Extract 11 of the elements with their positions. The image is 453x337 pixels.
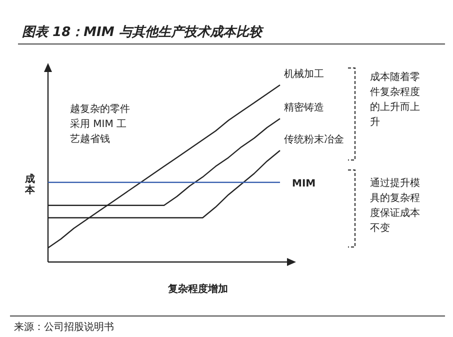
y-axis-title: 成本 xyxy=(24,173,36,196)
series-label: 机械加工 xyxy=(284,68,324,80)
x-axis-title: 复杂程度增加 xyxy=(167,283,228,295)
series-label: MIM xyxy=(292,178,316,190)
source-note: 来源：公司招股说明书 xyxy=(14,321,114,333)
annotation: 成本随着零件复杂程度的上升而上升 xyxy=(370,72,420,128)
chart-title: 图表 18：MIM 与其他生产技术成本比较 xyxy=(22,24,264,40)
annotation: 通过提升模具的复杂程度保证成本不变 xyxy=(370,178,420,234)
annotation: 越复杂的零件采用 MIM 工艺越省钱 xyxy=(70,104,130,145)
series-label: 精密铸造 xyxy=(284,102,324,114)
series-label: 传统粉末冶金 xyxy=(284,133,344,146)
